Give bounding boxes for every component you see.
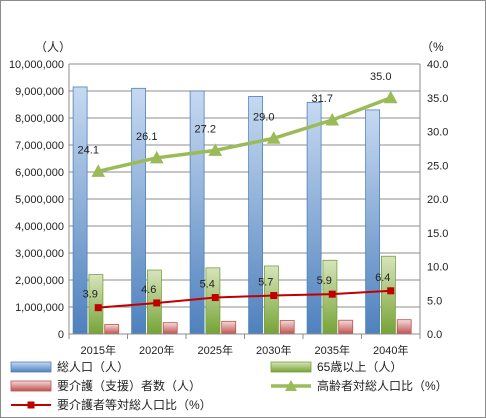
care-ratio-label: 5.4 xyxy=(200,279,215,291)
care-needed-bar xyxy=(396,319,412,335)
care-ratio-label: 6.4 xyxy=(375,272,390,284)
left-tick-label: 2,000,000 xyxy=(15,275,64,287)
left-tick-label: 3,000,000 xyxy=(15,248,64,260)
gridlines xyxy=(69,63,420,335)
care-ratio-line xyxy=(98,289,391,309)
elderly-ratio-label: 24.1 xyxy=(78,144,99,156)
data-labels: 24.1 26.1 27.2 29.0 31.7 35.0 3.9 4.6 5.4 5.7 5.9 6… xyxy=(78,71,392,301)
elderly-ratio-label: 26.1 xyxy=(136,131,157,143)
right-tick-label: 15.0 xyxy=(427,228,448,240)
care-needed-bar xyxy=(104,324,120,335)
left-tick-label: 4,000,000 xyxy=(15,221,64,233)
elderly-ratio-line xyxy=(97,96,392,174)
elderly-ratio-point xyxy=(383,90,398,104)
x-tick-label: 2035年 xyxy=(315,343,350,357)
right-tick-label: 0.0 xyxy=(427,329,442,341)
care-ratio-point xyxy=(387,287,395,295)
left-tick-label: 10,000,000 xyxy=(9,59,64,71)
line-series xyxy=(91,90,398,312)
legend-label: 要介護者等対総人口比（%） xyxy=(57,397,212,412)
care-ratio-point xyxy=(211,294,219,302)
elderly-ratio-label: 31.7 xyxy=(312,93,333,105)
elderly-ratio-point xyxy=(325,112,340,126)
right-tick-label: 30.0 xyxy=(427,127,448,139)
elderly-ratio-label: 29.0 xyxy=(253,111,274,123)
elderly-ratio-point xyxy=(266,131,281,144)
care-ratio-point xyxy=(153,299,161,307)
care-ratio-label: 4.6 xyxy=(141,284,156,296)
x-tick-label: 2025年 xyxy=(198,343,233,357)
left-tick-label: 6,000,000 xyxy=(15,167,64,179)
left-tick-label: 8,000,000 xyxy=(15,113,64,125)
right-tick-label: 35.0 xyxy=(427,93,448,105)
right-tick-label: 20.0 xyxy=(427,194,448,206)
legend-label: 65歳以上（人） xyxy=(317,360,402,374)
legend-label: 高齢者対総人口比（%） xyxy=(317,378,448,393)
total-population-bar xyxy=(131,87,147,335)
legend-marker xyxy=(285,380,297,391)
left-tick-label: 7,000,000 xyxy=(15,140,64,152)
care-needed-bar xyxy=(338,319,354,335)
care-needed-bar xyxy=(162,322,178,335)
x-tick-label: 2030年 xyxy=(256,343,291,357)
care-ratio-point xyxy=(94,304,102,312)
legend-swatch xyxy=(10,361,52,373)
x-tick-label: 2015年 xyxy=(81,343,116,357)
right-tick-label: 5.0 xyxy=(427,295,442,307)
elderly-ratio-point xyxy=(208,143,223,156)
care-ratio-point xyxy=(270,292,278,300)
total-population-bar xyxy=(248,96,264,335)
left-tick-label: 0 xyxy=(58,329,64,341)
legend-label: 要介護（支援）者数（人） xyxy=(57,378,201,393)
legend-swatch xyxy=(270,361,312,373)
elderly-ratio-point xyxy=(149,150,164,164)
right-tick-label: 40.0 xyxy=(427,59,448,71)
right-tick-label: 25.0 xyxy=(427,160,448,172)
legend-label: 総人口（人） xyxy=(57,360,129,374)
legend: 総人口（人） 65歳以上（人） 要介護（支援）者数（人） 高齢者対総人口比（%） 要介護… xyxy=(10,360,448,412)
care-needed-bar xyxy=(221,320,237,335)
elderly-ratio-point xyxy=(91,164,106,177)
care-needed-bar xyxy=(279,320,295,335)
right-tick-label: 10.0 xyxy=(427,262,448,274)
left-axis-unit: （人） xyxy=(35,40,71,54)
legend-marker xyxy=(27,401,35,409)
care-ratio-label: 5.7 xyxy=(258,277,273,289)
elderly-ratio-label: 35.0 xyxy=(370,71,391,83)
left-tick-label: 1,000,000 xyxy=(15,302,64,314)
total-population-bar xyxy=(306,101,322,335)
aged-65-plus-bar xyxy=(381,255,396,335)
elderly-ratio-label: 27.2 xyxy=(195,123,216,135)
x-tick-label: 2040年 xyxy=(373,343,408,357)
care-ratio-label: 5.9 xyxy=(317,275,332,287)
total-population-bar xyxy=(365,109,381,335)
care-ratio-point xyxy=(328,290,336,298)
care-ratio-label: 3.9 xyxy=(83,289,98,301)
left-tick-label: 9,000,000 xyxy=(15,86,64,98)
legend-swatch xyxy=(10,380,52,392)
axes: （人） （% 0 1,000,000 2,000,000 3,000,000 4,000… xyxy=(9,40,448,357)
right-axis-unit: （% xyxy=(421,40,444,54)
left-tick-label: 5,000,000 xyxy=(15,194,64,206)
x-tick-label: 2020年 xyxy=(139,343,174,357)
